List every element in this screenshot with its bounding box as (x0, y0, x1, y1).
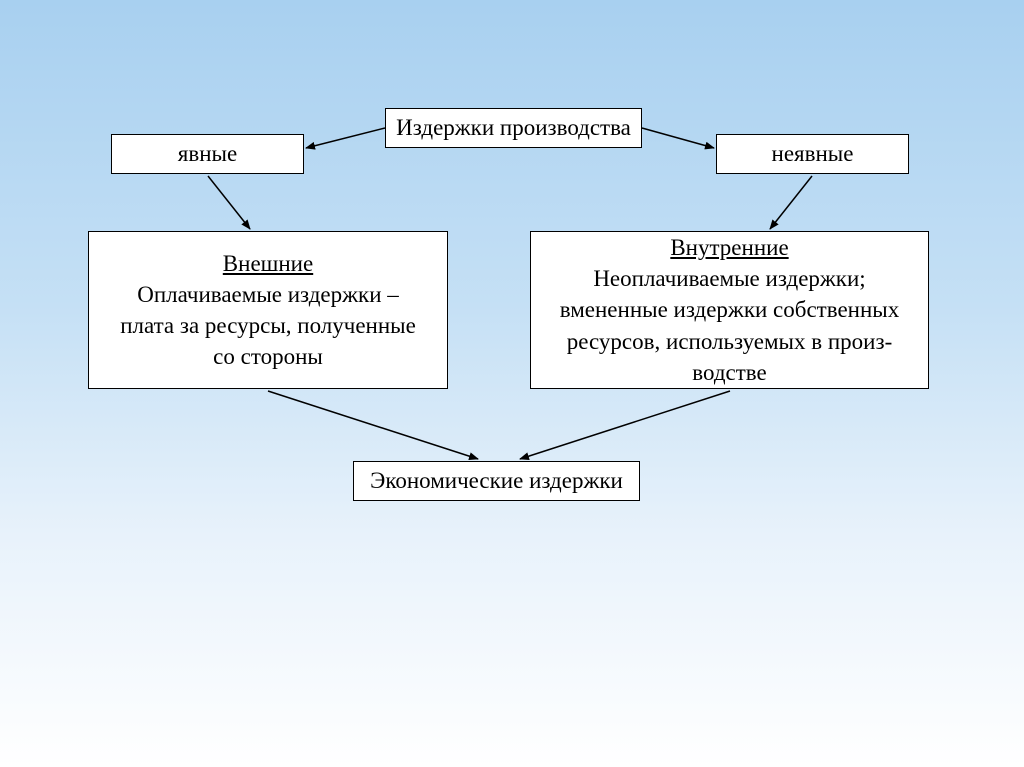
node-internal-title: Внутренние (670, 232, 788, 263)
node-explicit: явные (111, 134, 304, 174)
node-top-label: Издержки производства (396, 112, 631, 143)
node-result-label: Экономические издержки (370, 465, 623, 496)
node-external: Внешние Оплачиваемые издержки – плата за… (88, 231, 448, 389)
node-implicit-label: неявные (772, 138, 854, 169)
node-internal-body1: Неоплачиваемые издержки; (593, 263, 865, 294)
node-external-body2: плата за ресурсы, полученные (120, 310, 416, 341)
edge-explicit-to-external (208, 176, 250, 229)
edge-internal-to-result (520, 391, 730, 459)
edge-top-to-explicit (306, 128, 385, 148)
node-implicit: неявные (716, 134, 909, 174)
node-top: Издержки производства (385, 108, 642, 148)
node-internal-body2: вмененные издержки собственных (560, 294, 899, 325)
edge-top-to-implicit (642, 128, 714, 148)
node-explicit-label: явные (178, 138, 237, 169)
node-internal-body4: водстве (692, 357, 766, 388)
edge-external-to-result (268, 391, 478, 459)
node-internal: Внутренние Неоплачиваемые издержки; вмен… (530, 231, 929, 389)
node-external-body1: Оплачиваемые издержки – (137, 279, 399, 310)
node-internal-body3: ресурсов, используемых в произ- (567, 326, 892, 357)
node-result: Экономические издержки (353, 461, 640, 501)
edge-implicit-to-internal (770, 176, 812, 229)
node-external-title: Внешние (223, 248, 313, 279)
node-external-body3: со стороны (213, 341, 323, 372)
